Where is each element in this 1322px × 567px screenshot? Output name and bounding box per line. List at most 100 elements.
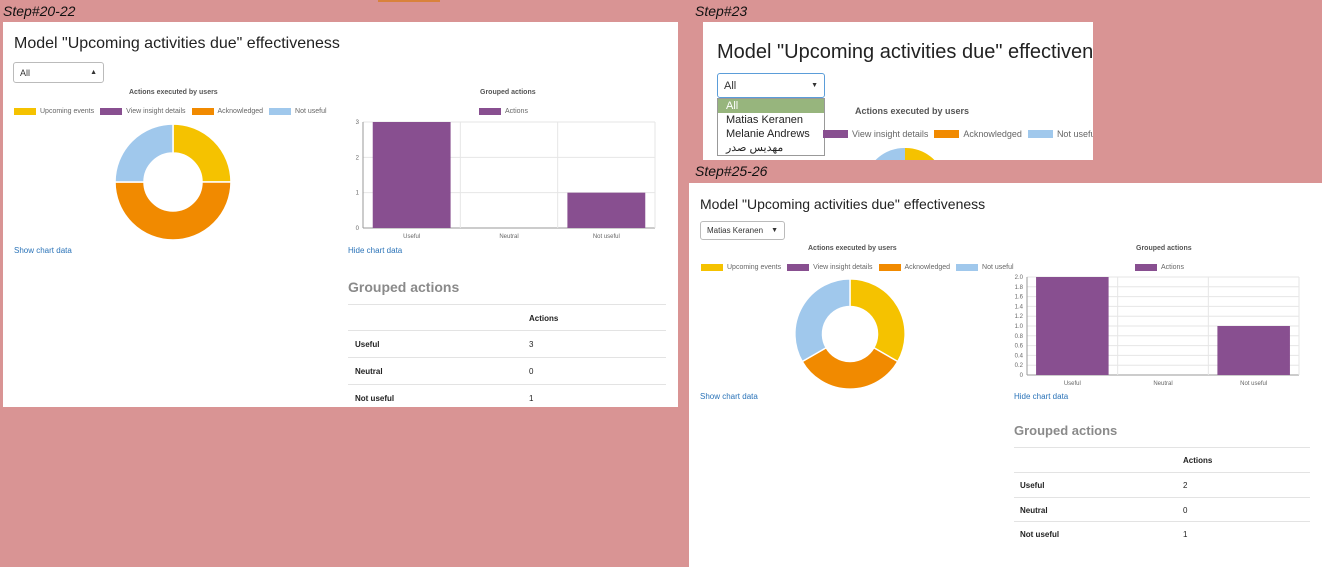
dropdown-option-melanie-andrews[interactable]: Melanie Andrews [726,128,810,140]
x-tick-label: Useful [1064,381,1081,387]
dropdown-option-matias-keranen[interactable]: Matias Keranen [726,114,804,126]
legend-label: Upcoming events [40,108,95,115]
user-select-value: All [20,67,31,78]
bar-chart: 0 0.2 0.4 0.6 0.8 1.0 1.2 1.4 1.6 1.8 2.0 Useful Neu… [1015,275,1300,387]
row-value: 2 [1183,481,1188,490]
user-select[interactable]: Matias Keranen ▼ [700,221,785,240]
bar-legend: Actions [1135,264,1190,271]
legend-swatch [479,108,501,115]
bar-chart-title: Grouped actions [480,89,536,96]
row-value: 0 [529,367,534,376]
bar-not-useful[interactable] [567,192,646,228]
y-tick-label: 2.0 [1015,275,1024,281]
user-select[interactable]: All ▲ [13,62,104,83]
table-header-actions: Actions [529,314,559,323]
grouped-actions-heading: Grouped actions [348,279,460,295]
select-caret-icon: ▼ [811,82,818,89]
legend-not-useful[interactable]: Not useful [956,264,1014,271]
x-tick-label: Not useful [1240,381,1267,387]
row-label: Neutral [355,367,383,376]
legend-label: Actions [1161,264,1184,271]
y-tick-label: 1.8 [1015,285,1024,291]
row-label: Useful [355,340,380,349]
hide-chart-data-link[interactable]: Hide chart data [348,246,403,255]
panel-step-25-26: Model "Upcoming activities due" effectiv… [689,183,1322,567]
y-tick-label: 1.0 [1015,324,1024,330]
y-tick-label: 0.8 [1015,334,1024,340]
step-label-3: Step#25-26 [695,163,768,179]
legend-swatch [14,108,36,115]
legend-acknowledged[interactable]: Acknowledged [878,264,951,271]
donut-chart [794,278,906,390]
legend-view-insight-details[interactable]: View insight details [823,129,928,139]
legend-label: Upcoming events [727,264,782,271]
bar-chart: 0 1 2 3 Useful Neutral Not useful [356,120,656,240]
donut-slice-acknowledged[interactable] [114,181,232,241]
legend-acknowledged[interactable]: Acknowledged [934,129,1022,139]
row-label: Useful [1020,481,1045,490]
page-title: Model "Upcoming activities due" effectiv… [717,41,1093,63]
row-value: 0 [1183,506,1188,515]
bar-useful[interactable] [372,122,451,228]
bar-useful[interactable] [1036,277,1109,375]
legend-label: Acknowledged [904,264,951,271]
y-tick-label: 1.6 [1015,295,1024,301]
top-accent-strip [378,0,440,2]
row-value: 3 [529,340,534,349]
x-tick-label: Neutral [499,234,518,240]
grouped-actions-heading: Grouped actions [1014,423,1118,438]
donut-slice-upcoming-events[interactable] [172,123,232,183]
legend-label: Not useful [1056,129,1093,139]
legend-upcoming-events[interactable]: Upcoming events [701,264,781,271]
show-chart-data-link[interactable]: Show chart data [14,246,72,255]
legend-swatch [956,264,979,271]
dropdown-option-user-4[interactable]: مهدیس صدر [726,142,784,154]
legend-actions[interactable]: Actions [479,108,528,115]
legend-swatch [269,108,292,115]
legend-view-insight-details[interactable]: View insight details [787,264,873,271]
donut-slice-not-useful [875,147,905,160]
dropdown-option-all[interactable]: All [718,99,824,113]
y-tick-label: 0.6 [1015,344,1024,350]
table-row: Neutral 0 [348,357,666,384]
legend-label: Not useful [982,264,1014,271]
bar-chart-title: Grouped actions [1136,245,1192,252]
table-row: Useful 2 [1014,472,1310,498]
x-tick-label: Neutral [1153,381,1172,387]
y-tick-label: 0.4 [1015,353,1024,359]
y-tick-label: 1.4 [1015,304,1024,310]
legend-label: Acknowledged [963,129,1022,139]
legend-actions[interactable]: Actions [1135,264,1184,271]
table-row: Useful 3 [348,330,666,357]
legend-not-useful[interactable]: Not useful [1027,129,1093,139]
step-label-2: Step#23 [695,3,748,19]
page-title: Model "Upcoming activities due" effectiv… [14,35,340,52]
grouped-actions-table: Actions Useful 3 Neutral 0 Not useful 1 [348,304,666,407]
legend-swatch [1135,264,1157,271]
user-select-open[interactable]: All ▼ [717,73,825,98]
row-label: Neutral [1020,506,1048,515]
donut-legend: Upcoming events View insight details Ack… [14,108,333,115]
legend-upcoming-events[interactable]: Upcoming events [14,108,94,115]
legend-acknowledged[interactable]: Acknowledged [191,108,264,115]
hide-chart-data-link[interactable]: Hide chart data [1014,392,1069,401]
donut-slice-not-useful[interactable] [794,278,851,363]
legend-not-useful[interactable]: Not useful [269,108,327,115]
legend-label: Acknowledged [217,108,264,115]
donut-slice-acknowledged[interactable] [801,346,899,390]
row-value: 1 [1183,530,1188,539]
donut-legend: View insight details Acknowledged Not us… [823,129,1093,139]
donut-slice-not-useful[interactable] [114,123,174,183]
donut-slice-upcoming-events[interactable] [849,278,906,363]
table-row: Not useful 1 [1014,521,1310,547]
donut-legend: Upcoming events View insight details Ack… [701,264,1020,271]
x-tick-label: Useful [403,234,420,240]
y-tick-label: 0 [356,226,360,232]
show-chart-data-link[interactable]: Show chart data [700,392,758,401]
legend-label: Actions [505,108,528,115]
bar-legend: Actions [479,108,534,115]
user-select-value: All [724,79,737,92]
bar-not-useful[interactable] [1217,326,1290,375]
legend-view-insight-details[interactable]: View insight details [100,108,186,115]
user-dropdown-list: All Matias Keranen Melanie Andrews مهدیس… [717,98,825,156]
